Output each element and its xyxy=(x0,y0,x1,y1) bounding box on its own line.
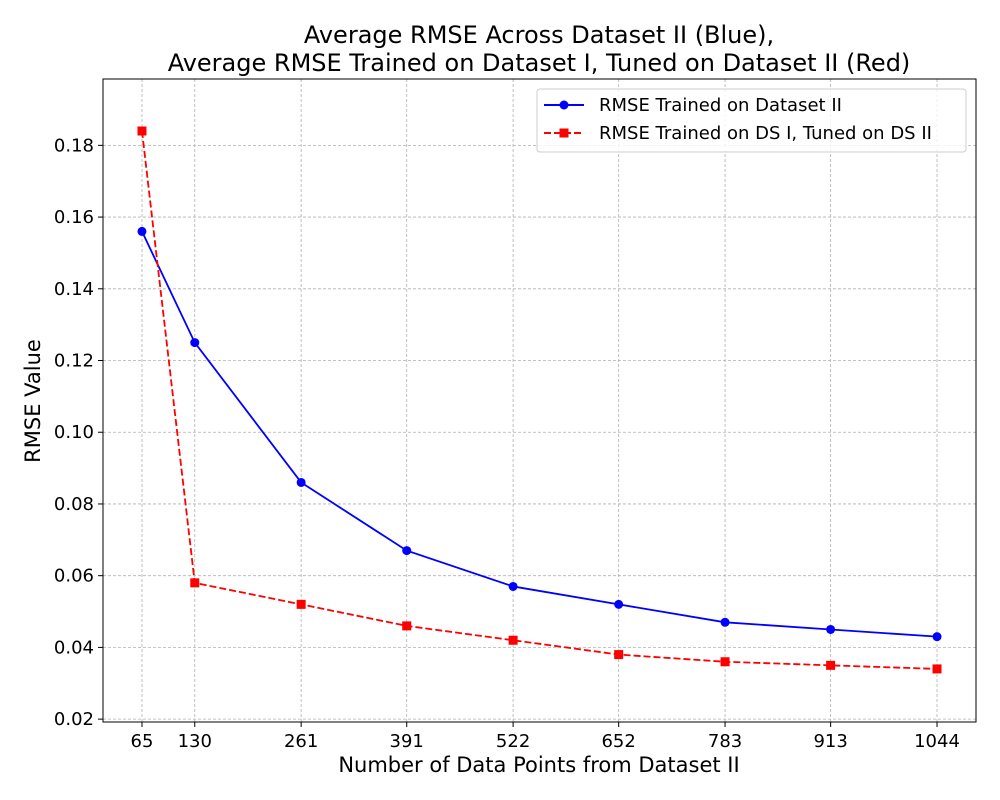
data-point xyxy=(932,632,942,642)
x-tick-label: 130 xyxy=(178,731,212,752)
series-group xyxy=(137,126,942,674)
grid xyxy=(103,79,976,722)
data-point xyxy=(137,126,147,136)
data-point xyxy=(826,660,836,670)
data-point xyxy=(508,581,518,591)
y-tick-label: 0.06 xyxy=(54,566,94,587)
legend: RMSE Trained on Dataset II RMSE Trained … xyxy=(536,88,967,153)
data-point xyxy=(614,650,624,660)
x-tick-label: 522 xyxy=(496,731,530,752)
data-point xyxy=(932,664,942,674)
x-tick-label: 261 xyxy=(284,731,318,752)
y-tick-label: 0.16 xyxy=(54,207,94,228)
x-tick-label: 65 xyxy=(131,731,154,752)
x-tick-label: 652 xyxy=(601,731,635,752)
axis-ticks: 65 130 261 391 522 652 783 913 1044 0.02 0.04 0.06 0… xyxy=(54,135,960,752)
data-point xyxy=(720,657,730,667)
data-point xyxy=(402,621,412,631)
data-point xyxy=(296,599,306,609)
y-tick-label: 0.04 xyxy=(54,637,94,658)
x-tick-label: 783 xyxy=(708,731,742,752)
x-axis-label: Number of Data Points from Dataset II xyxy=(338,753,739,777)
legend-label-blue: RMSE Trained on Dataset II xyxy=(599,95,842,116)
y-axis-label: RMSE Value xyxy=(21,339,45,463)
y-tick-label: 0.02 xyxy=(54,709,94,730)
data-point xyxy=(720,617,730,627)
data-point xyxy=(296,477,306,487)
y-tick-label: 0.18 xyxy=(54,135,94,156)
x-tick-label: 913 xyxy=(813,731,847,752)
series-2-line xyxy=(141,130,938,670)
data-point xyxy=(508,635,518,645)
data-point xyxy=(190,338,200,348)
data-point xyxy=(614,599,624,609)
y-tick-label: 0.12 xyxy=(54,351,94,372)
data-point xyxy=(137,226,147,236)
data-point xyxy=(402,546,412,556)
data-point xyxy=(190,578,200,588)
legend-marker-red xyxy=(559,128,569,138)
x-tick-label: 391 xyxy=(390,731,424,752)
legend-frame xyxy=(536,88,967,153)
chart-title-line-2: Average RMSE Trained on Dataset I, Tuned… xyxy=(168,49,911,77)
y-tick-label: 0.08 xyxy=(54,494,94,515)
series-1 xyxy=(137,226,942,642)
x-tick-label: 1044 xyxy=(914,731,960,752)
y-tick-label: 0.10 xyxy=(54,422,94,443)
chart-title-line-1: Average RMSE Across Dataset II (Blue), xyxy=(304,21,774,49)
series-2 xyxy=(137,126,942,674)
y-tick-label: 0.14 xyxy=(54,279,94,300)
legend-marker-blue xyxy=(559,100,569,110)
plot-frame xyxy=(102,78,977,723)
data-point xyxy=(826,624,836,634)
legend-label-red: RMSE Trained on DS I, Tuned on DS II xyxy=(599,123,932,144)
